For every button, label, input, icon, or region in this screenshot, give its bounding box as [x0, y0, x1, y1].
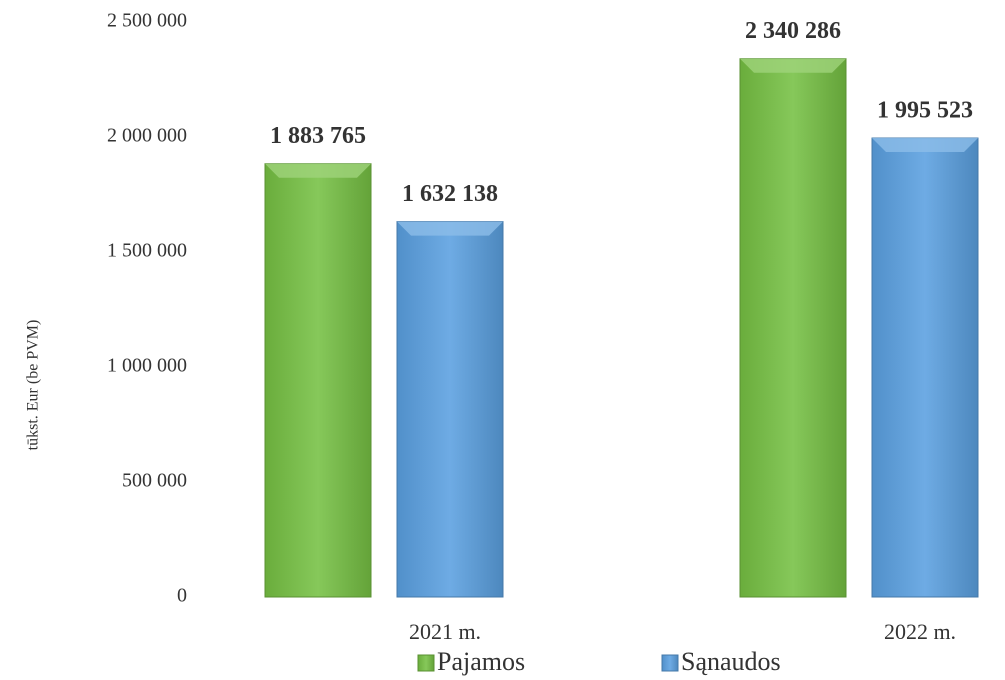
x-tick-label: 2022 m.: [884, 619, 956, 644]
value-label: 1 995 523: [877, 98, 973, 124]
value-label: 1 883 765: [270, 123, 366, 149]
value-label: 2 340 286: [745, 18, 841, 44]
y-axis-label: tūkst. Eur (be PVM): [25, 320, 42, 451]
legend-swatch: [661, 654, 679, 672]
y-tick-label: 1 500 000: [107, 240, 187, 262]
bar-bevel: [397, 221, 503, 236]
bar: [396, 221, 504, 598]
bar: [739, 58, 847, 598]
bar-bevel: [872, 138, 978, 153]
legend-swatch: [417, 654, 435, 672]
y-tick-label: 2 000 000: [107, 125, 187, 147]
y-tick-label: 500 000: [122, 470, 187, 492]
value-label: 1 632 138: [402, 181, 498, 207]
y-tick-label: 1 000 000: [107, 355, 187, 377]
legend-label: Pajamos: [437, 647, 525, 676]
bar: [264, 163, 372, 598]
x-tick-label: 2021 m.: [409, 619, 481, 644]
legend-label: Sąnaudos: [681, 647, 781, 676]
bar-bevel: [740, 58, 846, 73]
y-tick-label: 2 500 000: [107, 10, 187, 32]
bar-bevel: [265, 163, 371, 178]
bar: [871, 137, 979, 598]
y-tick-label: 0: [177, 585, 187, 607]
